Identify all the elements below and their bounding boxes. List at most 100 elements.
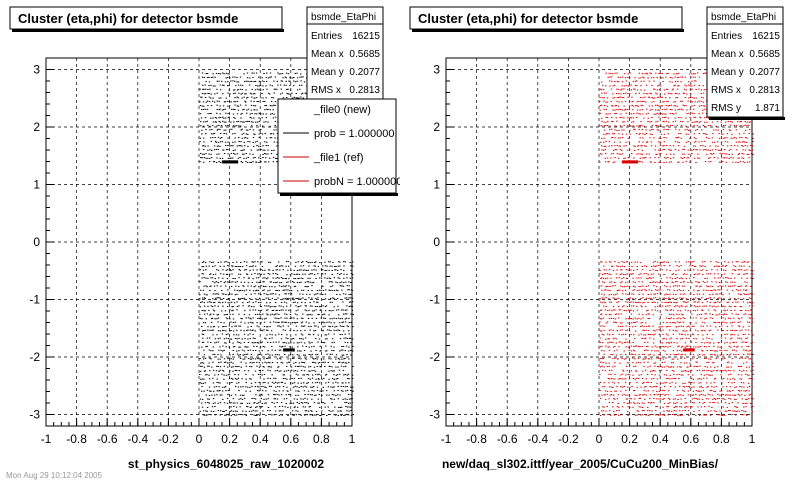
data-point <box>269 270 270 271</box>
data-point <box>211 367 212 368</box>
data-point <box>200 411 201 412</box>
data-point <box>629 403 630 404</box>
data-point <box>732 395 733 396</box>
data-point <box>739 370 740 371</box>
data-point <box>276 310 277 311</box>
data-point <box>202 89 203 90</box>
data-point <box>317 390 318 391</box>
data-point <box>654 374 655 375</box>
data-point <box>640 161 641 162</box>
data-point <box>305 302 306 303</box>
data-point <box>232 266 233 267</box>
data-point <box>724 153 725 154</box>
data-point <box>650 394 651 395</box>
data-point <box>207 113 208 114</box>
data-point <box>319 278 320 279</box>
data-point <box>704 141 705 142</box>
data-point <box>269 326 270 327</box>
data-point <box>610 391 611 392</box>
data-point <box>315 379 316 380</box>
data-point <box>317 273 318 274</box>
data-point <box>666 366 667 367</box>
data-point <box>343 314 344 315</box>
data-point <box>728 370 729 371</box>
data-point <box>204 354 205 355</box>
data-point <box>306 374 307 375</box>
data-point <box>224 362 225 363</box>
data-point <box>349 289 350 290</box>
data-point <box>731 367 732 368</box>
data-point <box>701 374 702 375</box>
data-point <box>199 374 200 375</box>
data-point <box>258 157 259 158</box>
data-point <box>205 322 206 323</box>
data-point <box>351 273 352 274</box>
data-point <box>269 355 270 356</box>
data-point <box>225 386 226 387</box>
data-point <box>620 378 621 379</box>
data-point <box>224 415 225 416</box>
data-point <box>677 366 678 367</box>
data-point <box>257 322 258 323</box>
data-point <box>227 367 228 368</box>
data-point <box>728 410 729 411</box>
data-point <box>710 383 711 384</box>
data-point <box>222 351 223 352</box>
data-point <box>204 294 205 295</box>
data-point <box>684 407 685 408</box>
data-point <box>603 407 604 408</box>
data-point <box>663 411 664 412</box>
data-point <box>235 370 236 371</box>
data-point <box>222 391 223 392</box>
data-point <box>212 137 213 138</box>
data-point <box>276 282 277 283</box>
data-point <box>671 411 672 412</box>
data-point <box>268 394 269 395</box>
data-point <box>669 411 670 412</box>
data-point <box>677 142 678 143</box>
data-point <box>640 415 641 416</box>
data-point <box>205 370 206 371</box>
data-point <box>697 102 698 103</box>
data-point <box>234 326 235 327</box>
data-point <box>259 134 260 135</box>
data-point <box>614 358 615 359</box>
data-point <box>302 261 303 262</box>
data-point <box>708 362 709 363</box>
data-point <box>271 101 272 102</box>
data-point <box>297 407 298 408</box>
data-point <box>284 371 285 372</box>
data-point <box>701 407 702 408</box>
data-point <box>261 262 262 263</box>
data-point <box>263 101 264 102</box>
data-point <box>226 133 227 134</box>
data-point <box>682 77 683 78</box>
data-point <box>752 366 753 367</box>
data-point <box>752 370 753 371</box>
data-point <box>710 390 711 391</box>
data-point <box>261 395 262 396</box>
data-point <box>288 326 289 327</box>
data-point <box>668 367 669 368</box>
data-point <box>245 386 246 387</box>
data-point <box>262 370 263 371</box>
data-point <box>281 402 282 403</box>
data-point <box>242 403 243 404</box>
data-point <box>736 125 737 126</box>
data-point <box>341 407 342 408</box>
data-point <box>305 310 306 311</box>
data-point <box>686 89 687 90</box>
data-point <box>666 145 667 146</box>
data-point <box>263 274 264 275</box>
data-point <box>753 138 754 139</box>
data-point <box>666 162 667 163</box>
data-point <box>253 306 254 307</box>
data-point <box>238 277 239 278</box>
data-point <box>751 398 752 399</box>
data-point <box>321 278 322 279</box>
data-point <box>290 274 291 275</box>
data-point <box>689 382 690 383</box>
data-point <box>203 138 204 139</box>
data-point <box>271 414 272 415</box>
data-point <box>667 157 668 158</box>
